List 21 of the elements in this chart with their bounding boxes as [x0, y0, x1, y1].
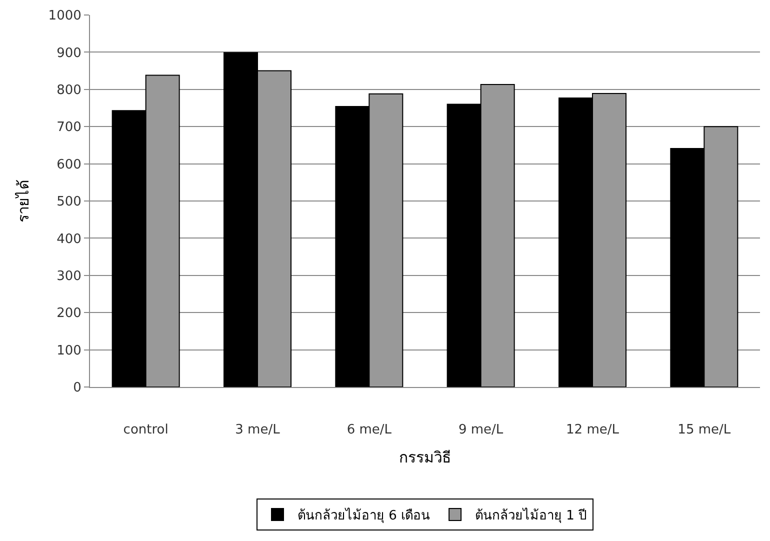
y-tick-label: 300 — [56, 268, 82, 284]
x-tick-label: 15 me/L — [678, 422, 732, 438]
y-tick-label: 700 — [56, 120, 82, 136]
y-tick-label: 900 — [56, 46, 82, 61]
y-tick-label: 100 — [56, 343, 82, 358]
y-tick-label: 500 — [56, 194, 82, 210]
x-tick-label: control — [123, 422, 168, 438]
x-tick-label: 12 me/L — [566, 422, 620, 438]
y-tick-label: 400 — [56, 232, 82, 247]
x-tick-label: 3 me/L — [235, 422, 281, 438]
y-tick-label: 1000 — [48, 8, 82, 24]
y-tick-label: 200 — [56, 306, 82, 322]
x-tick-label: 6 me/L — [346, 422, 392, 438]
y-tick-label: 0 — [73, 380, 82, 396]
legend-label: ต้นกล้วยไม้อายุ 1 ปี — [475, 508, 587, 524]
legend-label: ต้นกล้วยไม้อายุ 6 เดือน — [298, 508, 430, 524]
x-axis-title: กรรมวิธี — [399, 448, 451, 467]
y-tick-label: 800 — [56, 82, 82, 98]
y-tick-label: 600 — [56, 157, 82, 172]
x-tick-label: 9 me/L — [458, 422, 504, 438]
y-axis-title: รายได้ — [14, 180, 33, 222]
